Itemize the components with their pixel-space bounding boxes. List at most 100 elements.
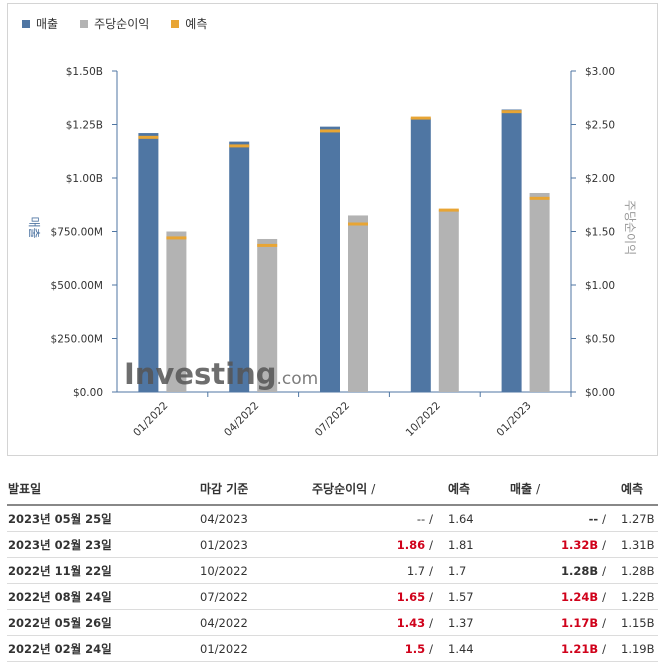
eps-forecast-mark xyxy=(529,196,550,200)
row-period: 01/2023 xyxy=(199,531,311,558)
row-revenue: 1.24B / xyxy=(509,583,611,610)
header-period: 마감 기준 xyxy=(199,472,311,506)
row-revenue-forecast: 1.22B xyxy=(611,583,658,610)
row-eps: -- / xyxy=(311,505,438,532)
row-revenue: -- / xyxy=(509,505,611,532)
row-date: 2023년 05월 25일 xyxy=(7,505,199,532)
row-date: 2022년 08월 24일 xyxy=(7,583,199,610)
revenue-bar xyxy=(229,141,250,392)
row-date: 2023년 02월 23일 xyxy=(7,531,199,558)
revenue-bar xyxy=(410,118,431,392)
left-axis-title: 매출 xyxy=(27,216,41,238)
row-eps: 1.7/ xyxy=(311,557,438,584)
right-tick-label: $2.00 xyxy=(585,173,615,185)
row-eps: 1.43/ xyxy=(311,609,438,636)
right-tick-label: $1.00 xyxy=(585,280,615,292)
earnings-chart: 매출 주당순이익 예측 $0.00 $250.00M $500.00M $750.00… xyxy=(7,3,658,456)
row-revenue: 1.28B / xyxy=(509,557,611,584)
eps-bar xyxy=(257,238,278,392)
chart-plot: $0.00 $250.00M $500.00M $750.00M $1.00B $1.25… xyxy=(27,66,637,439)
eps-forecast-mark xyxy=(438,208,459,212)
eps-bar xyxy=(348,215,368,392)
x-tick-label: 04/2022 xyxy=(222,400,261,439)
table-row: 2023년 02월 23일 01/2023 1.86/1.81 1.32B/1.31B xyxy=(7,531,658,558)
row-eps-forecast: 1.37 xyxy=(438,609,509,636)
table-row: 2022년 08월 24일 07/2022 1.65/1.57 1.24B/1.22B xyxy=(7,583,658,610)
row-revenue: 1.32B / xyxy=(509,531,611,558)
left-tick-label: $1.50B xyxy=(66,66,103,78)
row-eps-forecast: 1.81 xyxy=(438,531,509,558)
chart-legend: 매출 주당순이익 예측 xyxy=(22,15,207,32)
row-date: 2022년 11월 22일 xyxy=(7,557,199,584)
header-eps: 주당순이익 / xyxy=(311,472,438,506)
row-eps: 1.65/ xyxy=(311,583,438,610)
header-revenue-forecast: 예측 xyxy=(611,472,658,506)
eps-bar xyxy=(529,192,550,392)
eps-bar xyxy=(166,231,187,392)
table-header-row: 발표일 마감 기준 주당순이익 / 예측 매출 / 예측 xyxy=(7,472,658,506)
row-period: 10/2022 xyxy=(199,557,311,584)
revenue-forecast-mark xyxy=(410,116,431,120)
right-tick-label: $0.00 xyxy=(585,387,615,399)
row-period: 01/2022 xyxy=(199,635,311,662)
left-tick-label: $1.00B xyxy=(66,173,103,185)
earnings-table: 발표일 마감 기준 주당순이익 / 예측 매출 / 예측 2023년 05월 25일… xyxy=(7,472,658,662)
x-tick-label: 01/2023 xyxy=(494,400,533,439)
row-period: 04/2023 xyxy=(199,505,311,532)
eps-forecast-mark xyxy=(166,236,187,240)
revenue-bar xyxy=(320,126,340,392)
row-period: 07/2022 xyxy=(199,583,311,610)
eps-forecast-mark xyxy=(348,222,368,226)
legend-item-eps[interactable]: 주당순이익 xyxy=(80,15,149,32)
row-eps-forecast: 1.7 xyxy=(438,557,509,584)
left-tick-label: $250.00M xyxy=(51,334,103,346)
row-eps-forecast: 1.57 xyxy=(438,583,509,610)
row-revenue-forecast: 1.28B xyxy=(611,557,658,584)
header-date: 발표일 xyxy=(7,472,199,506)
right-axis-title: 주당순이익 xyxy=(623,200,637,255)
table-row: 2023년 05월 25일 04/2023 --/1.64 --/1.27B xyxy=(7,505,658,532)
left-tick-label: $500.00M xyxy=(51,280,103,292)
row-eps: 1.5/ xyxy=(311,635,438,662)
x-tick-label: 07/2022 xyxy=(313,400,352,439)
legend-item-forecast[interactable]: 예측 xyxy=(171,15,207,32)
left-tick-label: $1.25B xyxy=(66,120,103,132)
row-revenue-forecast: 1.31B xyxy=(611,531,658,558)
row-eps-forecast: 1.64 xyxy=(438,505,509,532)
revenue-forecast-mark xyxy=(138,135,159,139)
row-date: 2022년 02월 24일 xyxy=(7,635,199,662)
legend-swatch-forecast xyxy=(171,19,180,28)
row-eps-forecast: 1.44 xyxy=(438,635,509,662)
row-date: 2022년 05월 26일 xyxy=(7,609,199,636)
legend-item-revenue[interactable]: 매출 xyxy=(22,15,58,32)
investing-watermark: Investing.com xyxy=(124,357,318,391)
table-row: 2022년 02월 24일 01/2022 1.5/1.44 1.21B/1.19B xyxy=(7,635,658,662)
revenue-bar xyxy=(138,133,159,392)
table-row: 2022년 11월 22일 10/2022 1.7/1.7 1.28B/1.28B xyxy=(7,557,658,584)
header-eps-forecast: 예측 xyxy=(438,472,509,506)
left-tick-label: $0.00 xyxy=(73,387,103,399)
row-period: 04/2022 xyxy=(199,609,311,636)
x-tick-label: 01/2022 xyxy=(131,400,170,439)
row-revenue-forecast: 1.19B xyxy=(611,635,658,662)
legend-label-forecast: 예측 xyxy=(185,17,208,31)
eps-bar xyxy=(438,210,459,392)
legend-label-eps: 주당순이익 xyxy=(94,17,150,31)
revenue-forecast-mark xyxy=(229,144,250,148)
row-revenue: 1.21B / xyxy=(509,635,611,662)
revenue-forecast-mark xyxy=(320,129,340,133)
row-revenue-forecast: 1.27B xyxy=(611,505,658,532)
header-revenue: 매출 / xyxy=(509,472,611,506)
right-tick-label: $0.50 xyxy=(585,334,615,346)
right-tick-label: $1.50 xyxy=(585,227,615,239)
revenue-bar xyxy=(501,109,522,393)
x-tick-label: 10/2022 xyxy=(404,400,443,439)
row-revenue-forecast: 1.15B xyxy=(611,609,658,636)
row-revenue: 1.17B / xyxy=(509,609,611,636)
right-tick-label: $2.50 xyxy=(585,120,615,132)
legend-swatch-revenue xyxy=(22,19,30,28)
legend-label-revenue: 매출 xyxy=(36,17,59,31)
left-tick-label: $750.00M xyxy=(51,227,103,239)
table-row: 2022년 05월 26일 04/2022 1.43/1.37 1.17B/1.15B xyxy=(7,609,658,636)
right-tick-label: $3.00 xyxy=(585,66,615,78)
